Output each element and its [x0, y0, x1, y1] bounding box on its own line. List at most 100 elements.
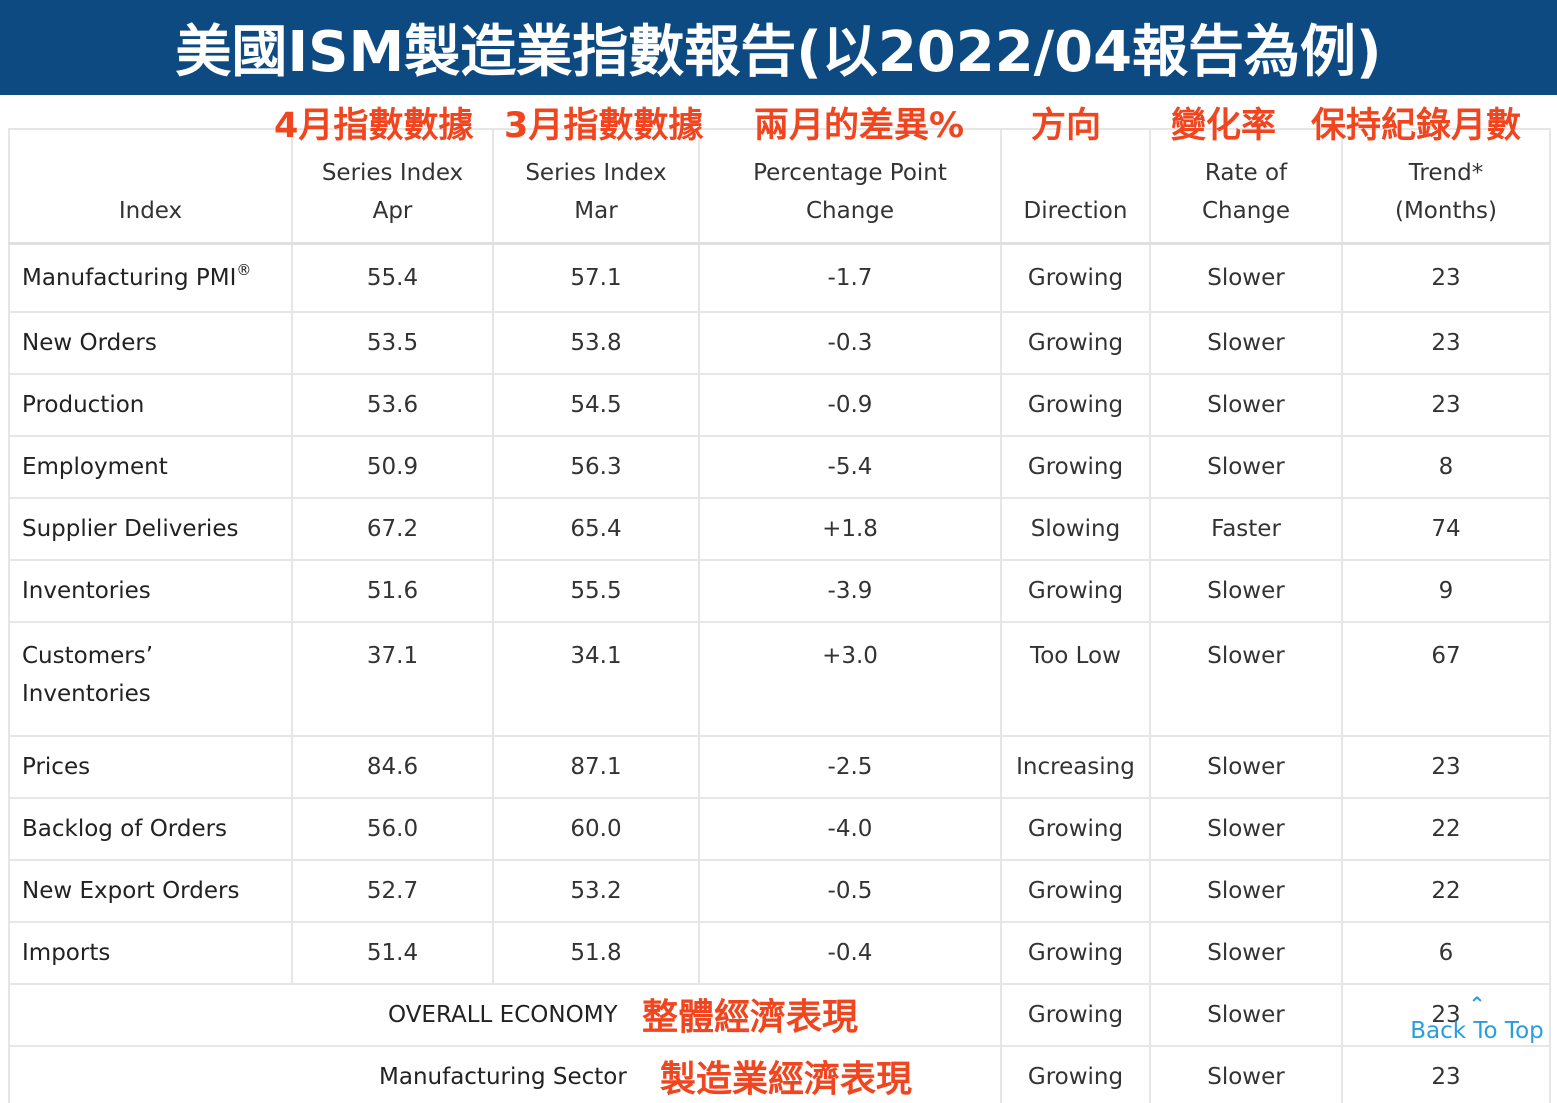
row-index: Inventories: [8, 559, 293, 623]
cell-trend: 23: [1341, 311, 1551, 375]
cell-rate: Slower: [1149, 735, 1343, 799]
cell-direction: Growing: [1000, 859, 1151, 923]
cell-rate: Slower: [1149, 621, 1343, 737]
table-row: Employment 50.9 56.3 -5.4 Growing Slower…: [8, 435, 1551, 499]
summary-row-overall: OVERALL ECONOMY 整體經濟表現 Growing Slower 23: [8, 983, 1551, 1047]
cell-mar: 60.0: [492, 797, 700, 861]
row-index: Production: [8, 373, 293, 437]
header-change: Percentage Point Change: [698, 128, 1002, 245]
row-index: Backlog of Orders: [8, 797, 293, 861]
cell-change: -5.4: [698, 435, 1002, 499]
row-index: Supplier Deliveries: [8, 497, 293, 561]
cell-trend: 8: [1341, 435, 1551, 499]
header-apr: Series Index Apr: [291, 128, 494, 245]
cell-apr: 51.4: [291, 921, 494, 985]
table-row: Manufacturing PMI® 55.4 57.1 -1.7 Growin…: [8, 242, 1551, 313]
cell-mar: 55.5: [492, 559, 700, 623]
cell-apr: 55.4: [291, 242, 494, 313]
cell-apr: 84.6: [291, 735, 494, 799]
cell-change: -3.9: [698, 559, 1002, 623]
cell-direction: Slowing: [1000, 497, 1151, 561]
summary-cell: OVERALL ECONOMY 整體經濟表現: [8, 983, 1002, 1047]
cell-change: -0.9: [698, 373, 1002, 437]
cell-rate: Slower: [1149, 311, 1343, 375]
cell-rate: Slower: [1149, 797, 1343, 861]
annotation-rate: 變化率: [1171, 106, 1277, 146]
title-banner: 美國ISM製造業指數報告(以2022/04報告為例): [0, 0, 1557, 95]
header-rate: Rate of Change: [1149, 128, 1343, 245]
table-row: Imports 51.4 51.8 -0.4 Growing Slower 6: [8, 921, 1551, 985]
cell-mar: 56.3: [492, 435, 700, 499]
cell-change: -0.4: [698, 921, 1002, 985]
table-row: Backlog of Orders 56.0 60.0 -4.0 Growing…: [8, 797, 1551, 861]
cell-apr: 52.7: [291, 859, 494, 923]
cell-direction: Growing: [1000, 983, 1151, 1047]
cell-apr: 56.0: [291, 797, 494, 861]
cell-mar: 87.1: [492, 735, 700, 799]
cell-rate: Slower: [1149, 921, 1343, 985]
cell-apr: 53.6: [291, 373, 494, 437]
cell-trend: 74: [1341, 497, 1551, 561]
summary-label: OVERALL ECONOMY: [388, 1002, 618, 1028]
header-direction: Direction: [1000, 128, 1151, 245]
back-to-top-link[interactable]: ⌃ Back To Top: [1404, 992, 1550, 1044]
cell-trend: 23: [1341, 373, 1551, 437]
table-row: Prices 84.6 87.1 -2.5 Increasing Slower …: [8, 735, 1551, 799]
annotation-sector: 製造業經濟表現: [660, 1058, 913, 1100]
cell-trend: 9: [1341, 559, 1551, 623]
cell-apr: 67.2: [291, 497, 494, 561]
cell-trend: 23: [1341, 242, 1551, 313]
cell-direction: Growing: [1000, 1045, 1151, 1103]
row-index: Customers’ Inventories: [8, 621, 293, 737]
cell-direction: Growing: [1000, 921, 1151, 985]
annotation-apr: 4月指數數據: [274, 106, 474, 146]
header-trend: Trend* (Months): [1341, 128, 1551, 245]
header-row: Index Series Index Apr Series Index Mar Pe…: [8, 128, 1551, 245]
cell-trend: 22: [1341, 797, 1551, 861]
registered-mark: ®: [236, 261, 252, 279]
back-to-top-label: Back To Top: [1410, 1018, 1544, 1044]
cell-direction: Growing: [1000, 559, 1151, 623]
header-index: Index: [8, 128, 293, 245]
cell-apr: 53.5: [291, 311, 494, 375]
cell-rate: Slower: [1149, 242, 1343, 313]
annotation-change: 兩月的差異%: [754, 106, 965, 146]
cell-direction: Growing: [1000, 242, 1151, 313]
row-index: Manufacturing PMI®: [8, 242, 293, 313]
cell-direction: Increasing: [1000, 735, 1151, 799]
table-row: New Orders 53.5 53.8 -0.3 Growing Slower…: [8, 311, 1551, 375]
row-index: Prices: [8, 735, 293, 799]
cell-mar: 51.8: [492, 921, 700, 985]
annotation-trend: 保持紀錄月數: [1311, 106, 1522, 146]
annotation-overall: 整體經濟表現: [642, 996, 859, 1038]
cell-change: -1.7: [698, 242, 1002, 313]
table-row: Supplier Deliveries 67.2 65.4 +1.8 Slowi…: [8, 497, 1551, 561]
cell-mar: 65.4: [492, 497, 700, 561]
cell-trend: 23: [1341, 735, 1551, 799]
cell-mar: 54.5: [492, 373, 700, 437]
cell-rate: Slower: [1149, 1045, 1343, 1103]
row-index: New Export Orders: [8, 859, 293, 923]
cell-mar: 53.8: [492, 311, 700, 375]
row-index: Employment: [8, 435, 293, 499]
table-row: New Export Orders 52.7 53.2 -0.5 Growing…: [8, 859, 1551, 923]
cell-direction: Growing: [1000, 373, 1151, 437]
chevron-up-icon: ⌃: [1468, 992, 1486, 1016]
cell-direction: Too Low: [1000, 621, 1151, 737]
cell-rate: Slower: [1149, 435, 1343, 499]
cell-apr: 37.1: [291, 621, 494, 737]
cell-change: -2.5: [698, 735, 1002, 799]
cell-mar: 57.1: [492, 242, 700, 313]
cell-trend: 23: [1341, 983, 1551, 1047]
summary-cell: Manufacturing Sector 製造業經濟表現: [8, 1045, 1002, 1103]
cell-trend: 22: [1341, 859, 1551, 923]
cell-change: -4.0: [698, 797, 1002, 861]
cell-change: -0.3: [698, 311, 1002, 375]
cell-change: -0.5: [698, 859, 1002, 923]
row-index: Imports: [8, 921, 293, 985]
cell-mar: 53.2: [492, 859, 700, 923]
cell-direction: Growing: [1000, 311, 1151, 375]
header-mar: Series Index Mar: [492, 128, 700, 245]
cell-rate: Slower: [1149, 859, 1343, 923]
